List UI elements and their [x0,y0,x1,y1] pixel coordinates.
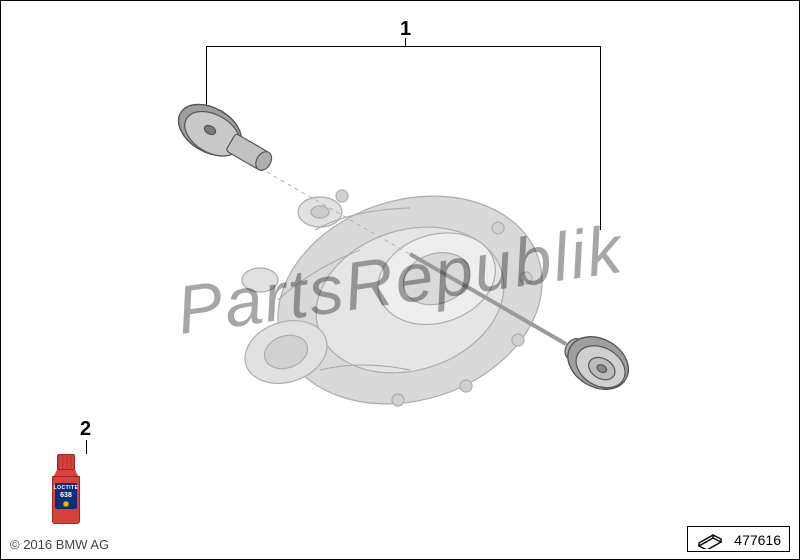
assembly-illustration [110,100,670,460]
bottle-label: LOCTITE 638 [55,483,77,509]
bottle-cap [57,454,75,470]
callout-1-hline [206,46,600,47]
support-cup-right [555,324,638,400]
callout-2-drop [86,440,87,454]
callout-1-center-tick [405,38,406,46]
bottle-body: LOCTITE 638 [52,476,80,524]
diagram-id-box: 477616 [687,526,790,552]
bottle-grade-dot [63,501,69,507]
rear-drive-housing [237,163,570,437]
callout-2-label: 2 [80,418,91,441]
diagram-id-text: 477616 [734,532,781,548]
extractor-mandrel-left [170,100,281,184]
bottle-brand-text: LOCTITE [54,485,79,491]
sheet-icon [696,531,724,549]
bottle-number-text: 638 [60,492,72,499]
callout-1-left-drop [206,46,207,108]
copyright-text: © 2016 BMW AG [10,537,109,552]
loctite-bottle: LOCTITE 638 [52,454,80,524]
